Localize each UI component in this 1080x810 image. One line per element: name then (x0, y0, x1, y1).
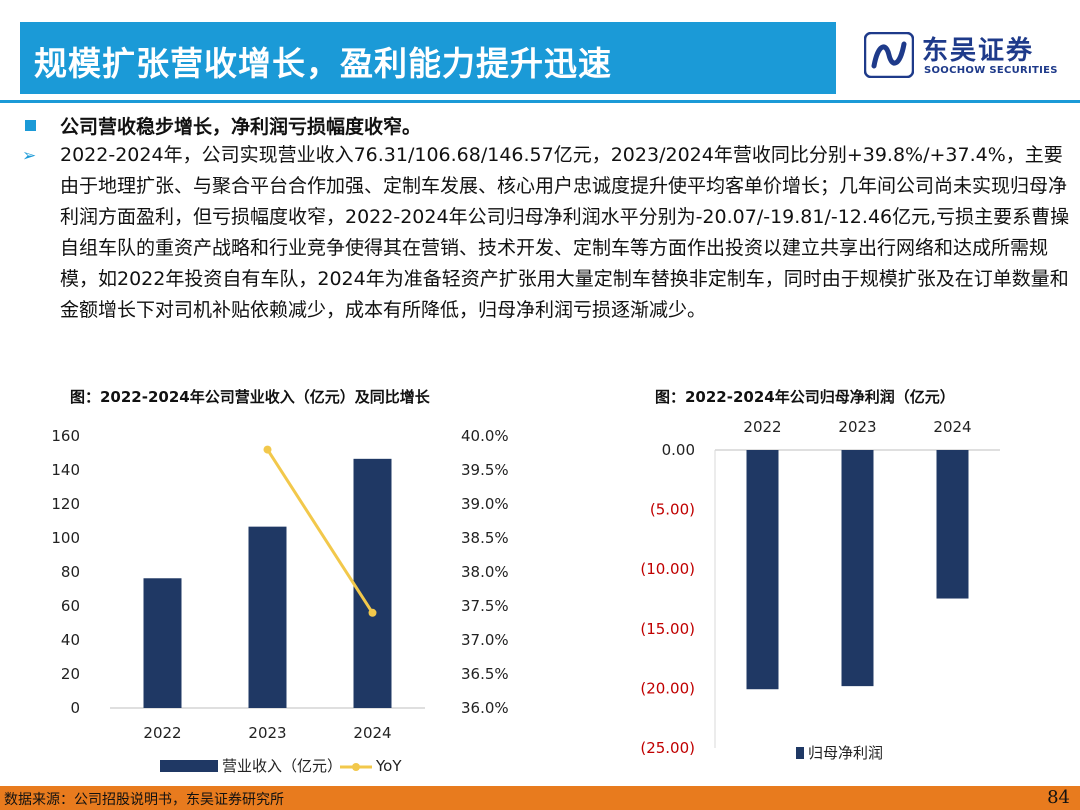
legend-yoy-label: YoY (375, 757, 402, 775)
x-tick-label: 2022 (743, 418, 781, 436)
header-divider (0, 100, 1080, 103)
square-bullet-icon (25, 120, 36, 131)
y-tick-label: (15.00) (640, 620, 695, 638)
x-tick-label: 2024 (933, 418, 971, 436)
legend-bar-swatch (160, 760, 218, 772)
net-profit-bar (746, 450, 779, 690)
page-title: 规模扩张营收增长，盈利能力提升迅速 (34, 44, 612, 83)
net-profit-bar (841, 450, 874, 687)
net-profit-chart: 0.00 (5.00) (10.00) (15.00) (20.00) (25.00) 20… (640, 418, 1000, 762)
right-y-tick-label: 36.0% (461, 699, 509, 717)
left-y-tick-label: 20 (61, 665, 80, 683)
net-profit-bar (936, 450, 969, 599)
revenue-chart-title: 图：2022-2024年公司营业收入（亿元）及同比增长 (70, 388, 430, 406)
right-y-tick-label: 39.0% (461, 495, 509, 513)
brand-logo: 东吴证券 SOOCHOW SECURITIES (864, 30, 1064, 82)
summary-paragraph: 2022-2024年，公司实现营业收入76.31/106.68/146.57亿元… (60, 144, 1070, 321)
right-y-tick-label: 36.5% (461, 665, 509, 683)
x-tick-label: 2022 (143, 724, 181, 742)
x-tick-label: 2024 (353, 724, 391, 742)
logo-chinese-name: 东吴证券 (922, 36, 1035, 66)
x-tick-label: 2023 (248, 724, 286, 742)
legend-bar-swatch (796, 747, 804, 759)
right-y-tick-label: 38.0% (461, 563, 509, 581)
right-y-tick-label: 37.0% (461, 631, 509, 649)
left-y-tick-label: 80 (61, 563, 80, 581)
left-y-tick-label: 120 (51, 495, 80, 513)
left-y-tick-label: 40 (61, 631, 80, 649)
y-tick-label: 0.00 (662, 441, 695, 459)
y-tick-label: (5.00) (650, 501, 695, 519)
left-y-tick-label: 100 (51, 529, 80, 547)
data-source-note: 数据来源：公司招股说明书，东吴证券研究所 (4, 792, 284, 808)
revenue-bar (248, 526, 287, 708)
left-y-tick-label: 60 (61, 597, 80, 615)
footer-bar: 数据来源：公司招股说明书，东吴证券研究所 84 (0, 786, 1080, 810)
right-y-tick-label: 39.5% (461, 461, 509, 479)
left-y-tick-label: 0 (70, 699, 80, 717)
right-y-tick-label: 37.5% (461, 597, 509, 615)
revenue-bar (353, 458, 392, 708)
legend-line-marker (352, 763, 360, 771)
left-y-tick-label: 160 (51, 427, 80, 445)
yoy-line (266, 448, 374, 614)
title-bar: 规模扩张营收增长，盈利能力提升迅速 (20, 22, 836, 94)
yoy-point (368, 608, 377, 617)
left-y-tick-label: 140 (51, 461, 80, 479)
profit-chart-title: 图：2022-2024年公司归母净利润（亿元） (655, 388, 955, 406)
logo-english-name: SOOCHOW SECURITIES (924, 65, 1058, 76)
revenue-bar (143, 578, 182, 708)
yoy-point (263, 445, 272, 454)
y-tick-label: (25.00) (640, 739, 695, 757)
logo-mark-icon (864, 32, 914, 78)
arrow-bullet-icon: ➢ (22, 146, 37, 166)
x-tick-label: 2023 (838, 418, 876, 436)
right-y-tick-label: 38.5% (461, 529, 509, 547)
legend-revenue-label: 营业收入（亿元） (222, 757, 342, 775)
page-number: 84 (1047, 787, 1070, 808)
right-y-tick-label: 40.0% (461, 427, 509, 445)
y-tick-label: (10.00) (640, 560, 695, 578)
y-tick-label: (20.00) (640, 679, 695, 697)
summary-headline: 公司营收稳步增长，净利润亏损幅度收窄。 (60, 116, 422, 138)
legend-net-profit-label: 归母净利润 (808, 744, 883, 762)
revenue-chart: 0 20 40 60 80 100 120 140 160 36.0% 36.5% 37.0% 37.5… (51, 427, 509, 775)
